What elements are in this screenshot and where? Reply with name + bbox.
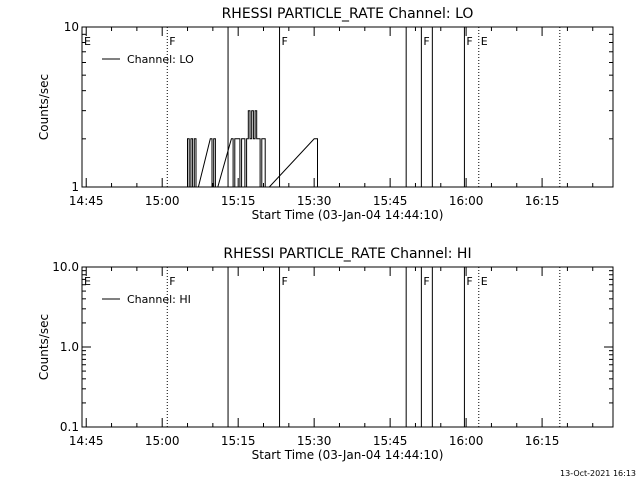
x-tick-label: 15:30 [297, 434, 332, 448]
y-tick-label: 10 [64, 20, 79, 34]
x-tick-label: 16:15 [525, 194, 560, 208]
x-tick-label: 16:00 [449, 434, 484, 448]
plot-frame [81, 26, 614, 188]
flag-label: F [423, 35, 429, 48]
y-tick-label: 1.0 [60, 340, 79, 354]
flag-label: E [84, 35, 91, 48]
plot-frame [81, 266, 614, 428]
flag-label: F [282, 275, 288, 288]
x-tick-label: 15:00 [145, 194, 180, 208]
x-tick-label: 14:45 [69, 194, 104, 208]
flag-label: E [481, 35, 488, 48]
flag-label: F [423, 275, 429, 288]
y-axis-label: Counts/sec [37, 74, 51, 140]
x-tick-label: 16:15 [525, 434, 560, 448]
x-tick-label: 16:00 [449, 194, 484, 208]
y-tick-label: 0.1 [60, 420, 79, 434]
chart-title: RHESSI PARTICLE_RATE Channel: HI [223, 246, 471, 262]
series-line [187, 110, 320, 188]
legend-label: Channel: LO [127, 53, 194, 66]
flag-label: E [481, 275, 488, 288]
x-tick-label: 15:15 [221, 194, 256, 208]
legend-label: Channel: HI [127, 293, 191, 306]
x-tick-label: 15:15 [221, 434, 256, 448]
hi-channel-panel: RHESSI PARTICLE_RATE Channel: HI 14:45 15:… [37, 246, 614, 462]
y-axis-label: Counts/sec [37, 314, 51, 380]
flag-label: F [466, 35, 472, 48]
chart-title: RHESSI PARTICLE_RATE Channel: LO [222, 6, 474, 22]
x-tick-label: 15:45 [373, 194, 408, 208]
x-axis-label: Start Time (03-Jan-04 14:44:10) [252, 208, 444, 222]
lo-channel-panel: RHESSI PARTICLE_RATE Channel: LO 14:45 15:… [37, 6, 614, 222]
flag-label: E [84, 275, 91, 288]
x-tick-label: 15:30 [297, 194, 332, 208]
y-tick-label: 10.0 [52, 260, 79, 274]
x-axis-label: Start Time (03-Jan-04 14:44:10) [252, 448, 444, 462]
x-tick-label: 15:00 [145, 434, 180, 448]
y-tick-label: 1 [71, 180, 79, 194]
flag-label: F [282, 35, 288, 48]
flag-label: F [169, 35, 175, 48]
flag-label: F [466, 275, 472, 288]
x-tick-label: 14:45 [69, 434, 104, 448]
x-tick-label: 15:45 [373, 434, 408, 448]
timestamp: 13-Oct-2021 16:13 [560, 469, 636, 478]
flag-label: F [169, 275, 175, 288]
